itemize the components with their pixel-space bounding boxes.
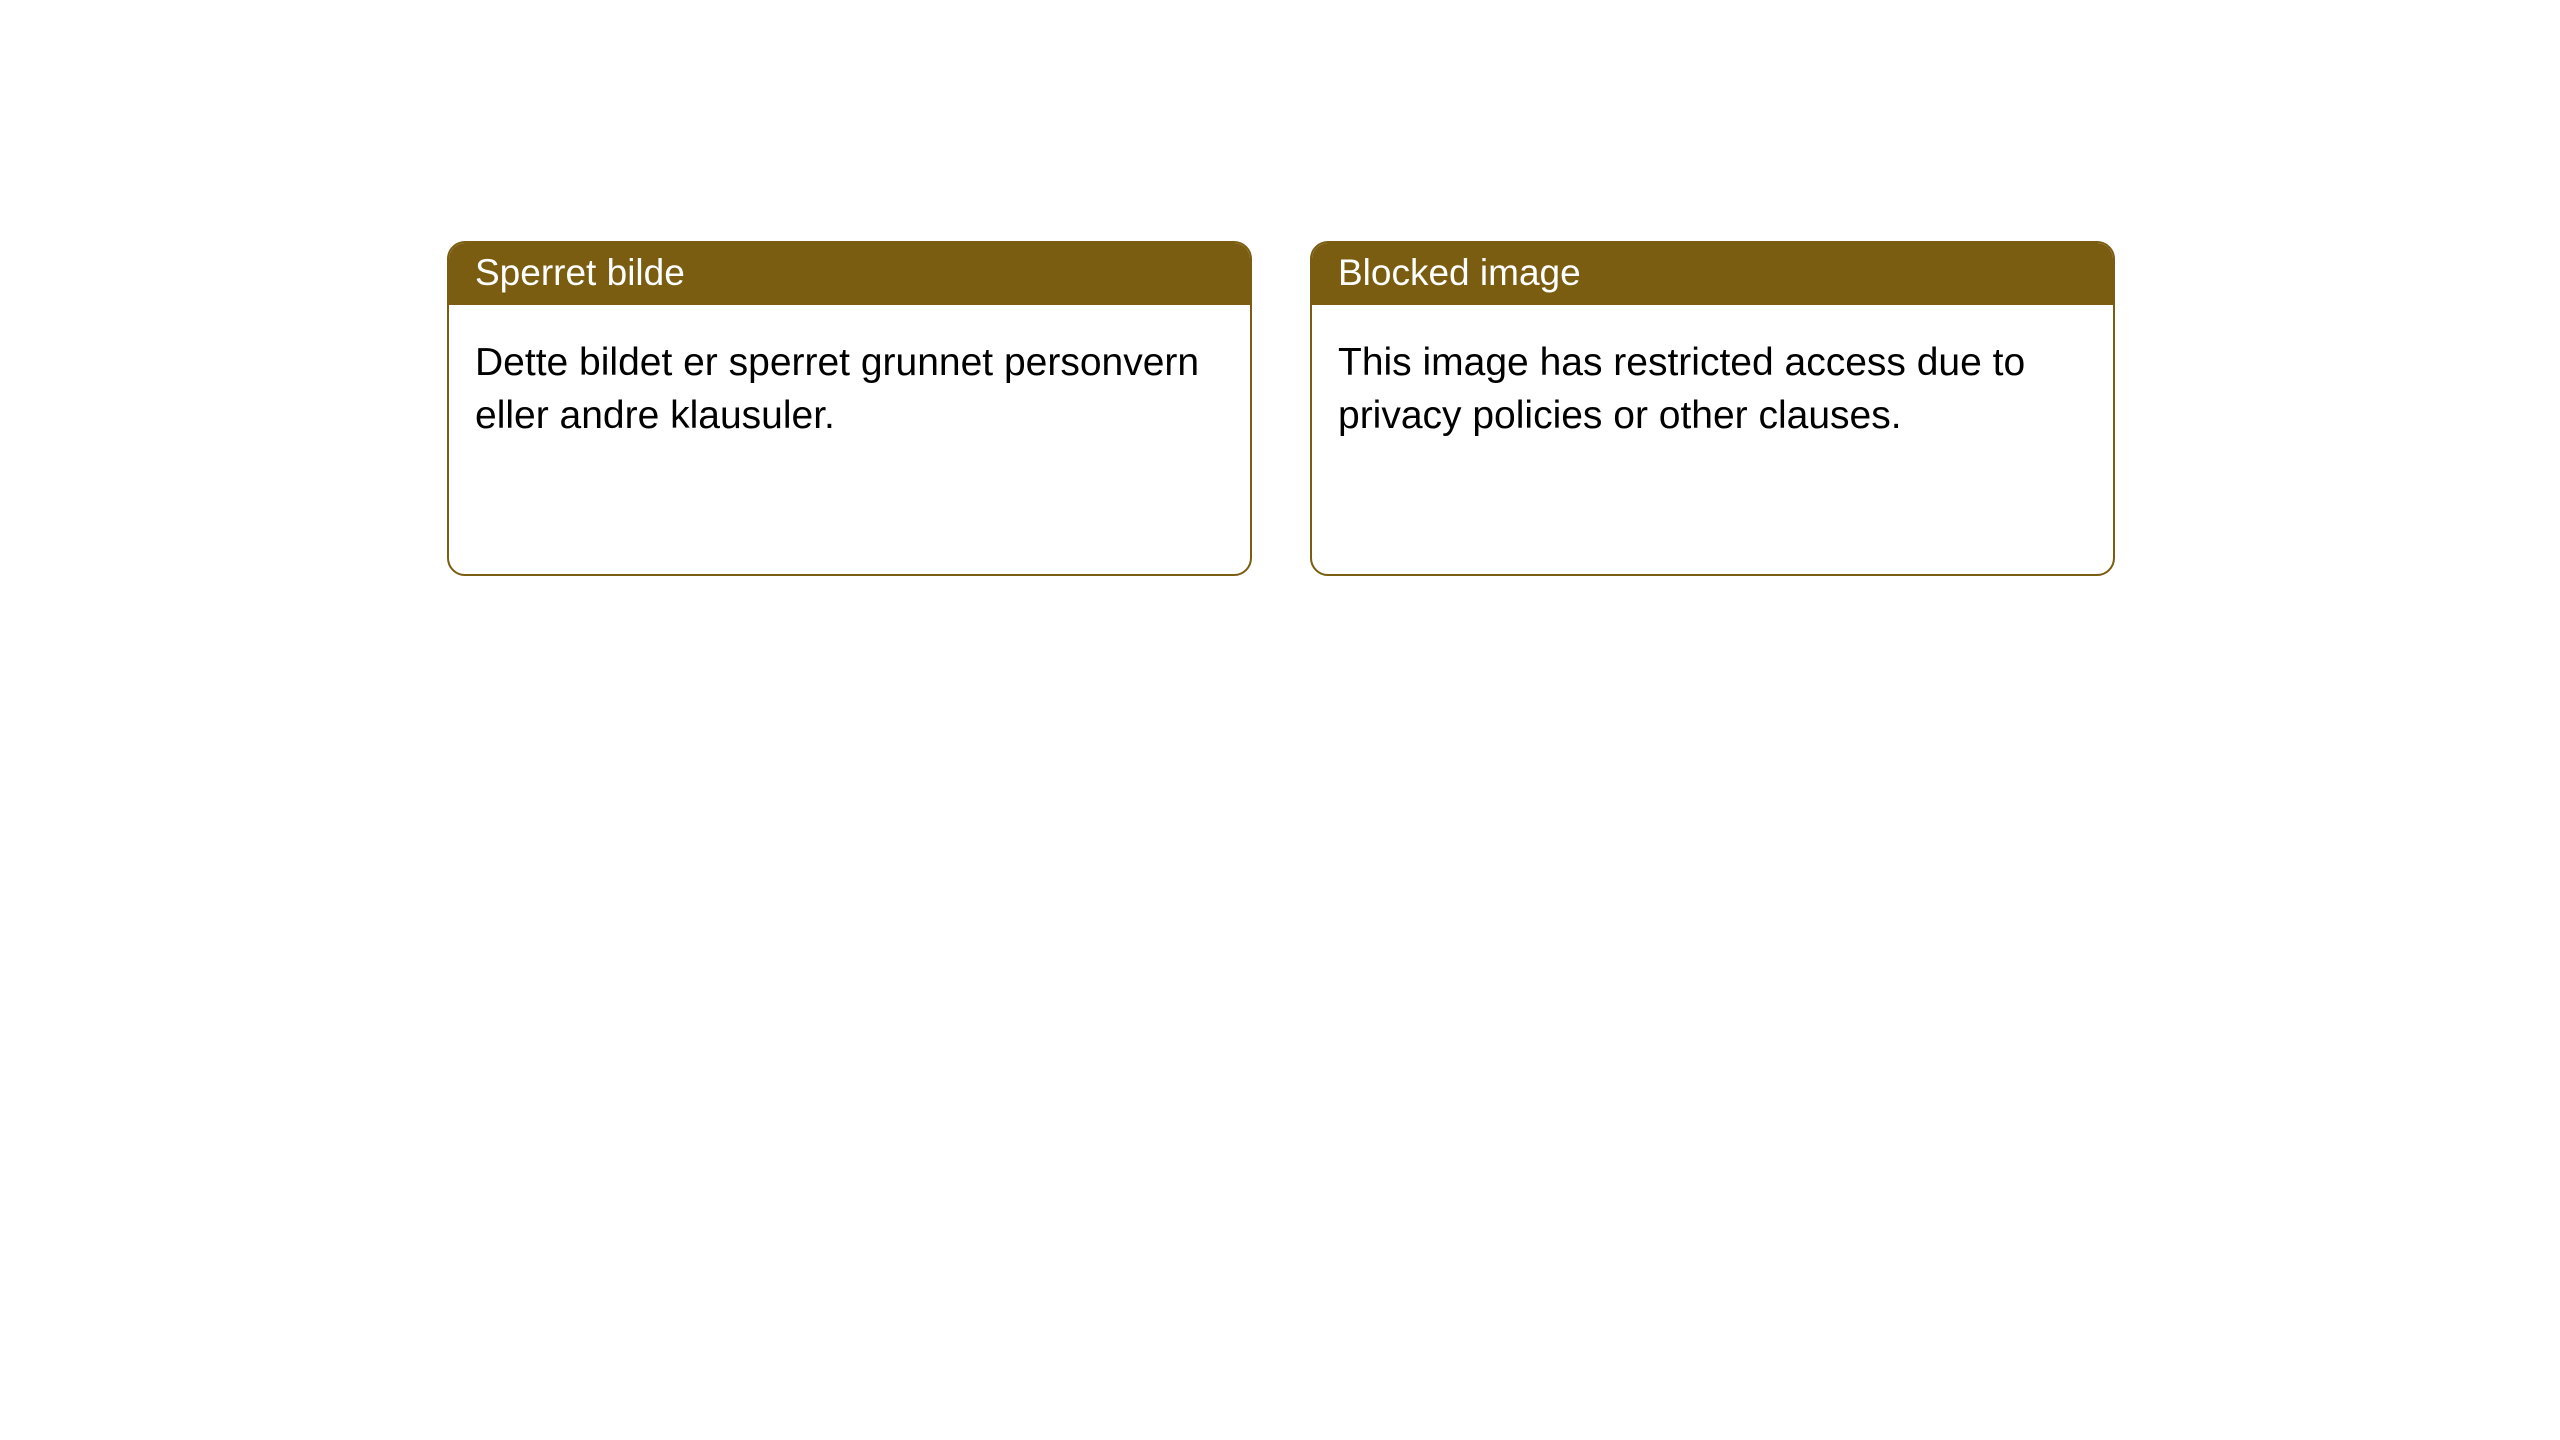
notice-card-english: Blocked image This image has restricted … (1310, 241, 2115, 576)
card-body: Dette bildet er sperret grunnet personve… (449, 305, 1250, 442)
notice-card-norwegian: Sperret bilde Dette bildet er sperret gr… (447, 241, 1252, 576)
card-title: Blocked image (1338, 252, 1581, 293)
card-title: Sperret bilde (475, 252, 685, 293)
card-body-text: This image has restricted access due to … (1338, 341, 2025, 436)
notice-container: Sperret bilde Dette bildet er sperret gr… (0, 0, 2560, 576)
card-header: Blocked image (1312, 243, 2113, 305)
card-header: Sperret bilde (449, 243, 1250, 305)
card-body-text: Dette bildet er sperret grunnet personve… (475, 341, 1199, 436)
card-body: This image has restricted access due to … (1312, 305, 2113, 442)
